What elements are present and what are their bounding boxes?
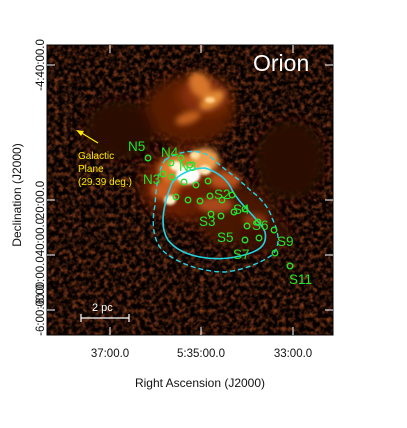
x-tick-label: 37:00.0 (91, 348, 129, 360)
source-label-s3: S3 (199, 214, 216, 229)
y-tick-label: -4:40:00.0 (35, 39, 47, 91)
galactic-plane-label-3: (29.39 deg.) (78, 177, 132, 188)
x-tick-label: 5:35:00.0 (177, 348, 225, 360)
source-label-s6: S6 (252, 218, 269, 233)
scale-bar-label: 2 pc (92, 302, 113, 314)
contour-dashed (152, 150, 279, 273)
y-tick-label-overlap: -6:00:00.040:00.0 (35, 218, 47, 308)
source-label-s4: S4 (233, 202, 250, 217)
x-tick-label: 33:00.0 (274, 348, 312, 360)
source-label-s5: S5 (217, 230, 234, 245)
galactic-plane-annotation: Galactic Plane (29.39 deg.) (76, 130, 132, 188)
galactic-plane-label-1: Galactic (78, 151, 114, 162)
source-label-n3-lower: N3 (143, 172, 160, 187)
scale-bar: 2 pc (80, 302, 130, 322)
source-labels: N5 N4 N3 N3 S2 S4 S3 S6 S5 S9 S7 S11 (128, 139, 312, 287)
source-label-n3-upper: N3 (179, 159, 196, 174)
plot-frame (46, 44, 334, 336)
source-label-s9: S9 (277, 234, 294, 249)
galactic-plane-label-2: Plane (78, 164, 104, 175)
y-axis-title: Declination (J2000) (10, 143, 24, 246)
source-label-s11: S11 (289, 272, 312, 287)
source-label-s2: S2 (214, 187, 231, 202)
contour-solid (162, 167, 267, 260)
source-label-n4: N4 (161, 145, 179, 160)
source-label-n5: N5 (128, 139, 145, 154)
y-tick-label: 20:00.0 (35, 181, 47, 219)
tick-marks (47, 45, 333, 335)
x-axis-title: Right Ascension (J2000) (135, 376, 265, 390)
sky-image (47, 45, 333, 335)
y-tick-label: -6:00:00.0 (35, 284, 47, 336)
panel-title: Orion (253, 50, 309, 76)
source-markers (144, 154, 294, 270)
source-label-s7: S7 (233, 247, 250, 262)
